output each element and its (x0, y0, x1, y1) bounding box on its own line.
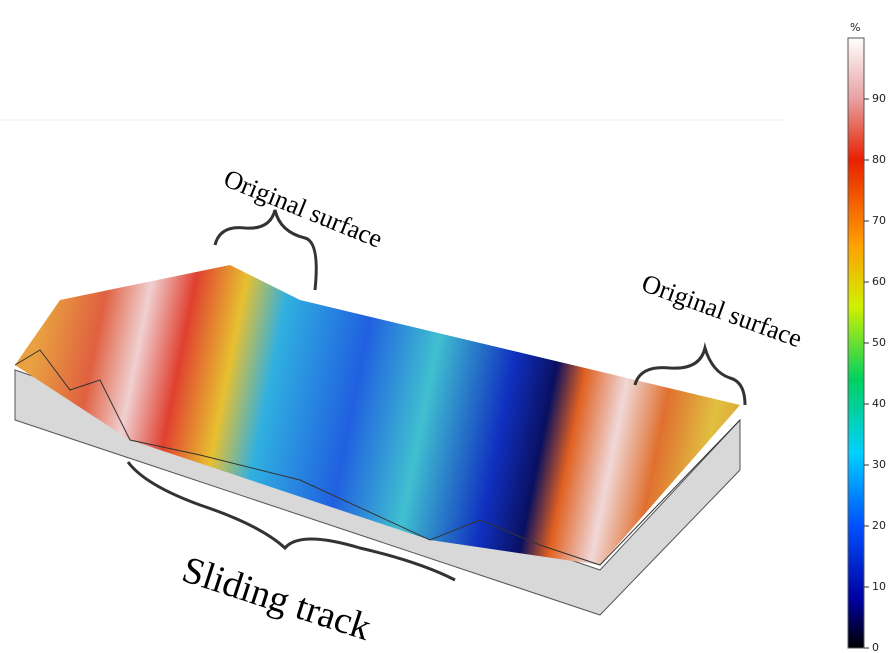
tick-label: 70 (872, 214, 886, 227)
slab-base (14, 369, 741, 616)
surface (15, 265, 740, 565)
brace (126, 461, 456, 582)
tick-label: 60 (872, 275, 886, 288)
tick-label: 90 (872, 92, 886, 105)
tick-label: 0 (872, 641, 879, 653)
brace (213, 209, 318, 291)
tick-label: 20 (872, 519, 886, 532)
annotation: Original surface (638, 268, 806, 353)
tick-label: 40 (872, 397, 886, 410)
tick-label: 80 (872, 153, 886, 166)
colorbar-unit: % (850, 21, 860, 34)
colorbar (847, 37, 865, 649)
tick-label: 30 (872, 458, 886, 471)
brace (633, 342, 747, 406)
annotation: Sliding track (177, 549, 376, 649)
surface-edge (14, 349, 741, 566)
annotation: Original surface (220, 164, 387, 254)
tick-label: 50 (872, 336, 886, 349)
tick-label: 10 (872, 580, 886, 593)
